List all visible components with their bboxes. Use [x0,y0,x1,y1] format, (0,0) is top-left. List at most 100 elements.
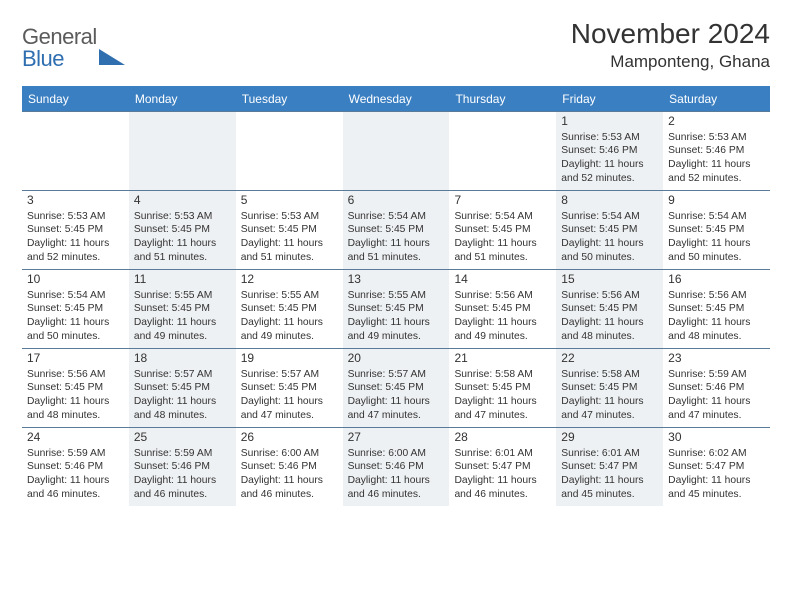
dow-header-tuesday: Tuesday [236,88,343,111]
daylight-line: Daylight: 11 hours and 46 minutes. [241,474,338,501]
sunrise-line: Sunrise: 5:53 AM [561,131,658,145]
daylight-line: Daylight: 11 hours and 48 minutes. [27,395,124,422]
day-number: 23 [668,351,765,367]
day-cell: 21Sunrise: 5:58 AMSunset: 5:45 PMDayligh… [449,349,556,427]
daylight-line: Daylight: 11 hours and 47 minutes. [241,395,338,422]
day-cell: 13Sunrise: 5:55 AMSunset: 5:45 PMDayligh… [343,270,450,348]
day-cell [236,112,343,190]
day-cell: 23Sunrise: 5:59 AMSunset: 5:46 PMDayligh… [663,349,770,427]
day-cell: 30Sunrise: 6:02 AMSunset: 5:47 PMDayligh… [663,428,770,506]
sunrise-line: Sunrise: 5:57 AM [348,368,445,382]
day-number: 9 [668,193,765,209]
logo-text: General Blue [22,26,125,70]
day-number: 2 [668,114,765,130]
sunset-line: Sunset: 5:45 PM [348,302,445,316]
day-number: 29 [561,430,658,446]
dow-header-monday: Monday [129,88,236,111]
daylight-line: Daylight: 11 hours and 49 minutes. [134,316,231,343]
daylight-line: Daylight: 11 hours and 48 minutes. [668,316,765,343]
sunset-line: Sunset: 5:45 PM [454,302,551,316]
sunrise-line: Sunrise: 5:56 AM [454,289,551,303]
sunrise-line: Sunrise: 5:53 AM [134,210,231,224]
daylight-line: Daylight: 11 hours and 52 minutes. [27,237,124,264]
dow-header-saturday: Saturday [663,88,770,111]
week-row: 3Sunrise: 5:53 AMSunset: 5:45 PMDaylight… [22,190,770,269]
daylight-line: Daylight: 11 hours and 47 minutes. [668,395,765,422]
daylight-line: Daylight: 11 hours and 52 minutes. [668,158,765,185]
day-number: 22 [561,351,658,367]
logo-word-2: Blue [22,46,64,71]
day-cell: 7Sunrise: 5:54 AMSunset: 5:45 PMDaylight… [449,191,556,269]
sunset-line: Sunset: 5:45 PM [241,302,338,316]
sunrise-line: Sunrise: 5:54 AM [454,210,551,224]
day-cell [129,112,236,190]
sunrise-line: Sunrise: 5:58 AM [561,368,658,382]
sunrise-line: Sunrise: 5:57 AM [134,368,231,382]
day-cell: 8Sunrise: 5:54 AMSunset: 5:45 PMDaylight… [556,191,663,269]
day-number: 6 [348,193,445,209]
day-number: 20 [348,351,445,367]
day-cell: 11Sunrise: 5:55 AMSunset: 5:45 PMDayligh… [129,270,236,348]
header: General Blue November 2024 Mamponteng, G… [22,18,770,72]
sunset-line: Sunset: 5:45 PM [668,223,765,237]
month-title: November 2024 [571,18,770,50]
week-row: 17Sunrise: 5:56 AMSunset: 5:45 PMDayligh… [22,348,770,427]
day-cell: 15Sunrise: 5:56 AMSunset: 5:45 PMDayligh… [556,270,663,348]
sunrise-line: Sunrise: 5:54 AM [27,289,124,303]
day-cell [22,112,129,190]
day-number: 16 [668,272,765,288]
title-block: November 2024 Mamponteng, Ghana [571,18,770,72]
sunrise-line: Sunrise: 5:54 AM [561,210,658,224]
day-number: 26 [241,430,338,446]
sunset-line: Sunset: 5:45 PM [134,223,231,237]
day-number: 18 [134,351,231,367]
sunset-line: Sunset: 5:46 PM [27,460,124,474]
week-row: 10Sunrise: 5:54 AMSunset: 5:45 PMDayligh… [22,269,770,348]
sunrise-line: Sunrise: 6:02 AM [668,447,765,461]
day-cell: 16Sunrise: 5:56 AMSunset: 5:45 PMDayligh… [663,270,770,348]
daylight-line: Daylight: 11 hours and 47 minutes. [348,395,445,422]
day-cell: 10Sunrise: 5:54 AMSunset: 5:45 PMDayligh… [22,270,129,348]
sunset-line: Sunset: 5:45 PM [241,381,338,395]
day-cell: 18Sunrise: 5:57 AMSunset: 5:45 PMDayligh… [129,349,236,427]
day-number: 24 [27,430,124,446]
daylight-line: Daylight: 11 hours and 49 minutes. [348,316,445,343]
day-number: 11 [134,272,231,288]
dow-header-row: SundayMondayTuesdayWednesdayThursdayFrid… [22,88,770,111]
sunset-line: Sunset: 5:46 PM [134,460,231,474]
daylight-line: Daylight: 11 hours and 46 minutes. [454,474,551,501]
day-number: 19 [241,351,338,367]
daylight-line: Daylight: 11 hours and 46 minutes. [348,474,445,501]
sunset-line: Sunset: 5:45 PM [668,302,765,316]
day-cell: 22Sunrise: 5:58 AMSunset: 5:45 PMDayligh… [556,349,663,427]
sunrise-line: Sunrise: 5:53 AM [668,131,765,145]
daylight-line: Daylight: 11 hours and 51 minutes. [241,237,338,264]
sunset-line: Sunset: 5:45 PM [134,381,231,395]
day-number: 13 [348,272,445,288]
sunrise-line: Sunrise: 5:57 AM [241,368,338,382]
day-cell: 19Sunrise: 5:57 AMSunset: 5:45 PMDayligh… [236,349,343,427]
day-cell: 3Sunrise: 5:53 AMSunset: 5:45 PMDaylight… [22,191,129,269]
day-cell [343,112,450,190]
sunrise-line: Sunrise: 5:55 AM [348,289,445,303]
dow-header-thursday: Thursday [449,88,556,111]
day-cell: 27Sunrise: 6:00 AMSunset: 5:46 PMDayligh… [343,428,450,506]
day-number: 12 [241,272,338,288]
day-cell: 26Sunrise: 6:00 AMSunset: 5:46 PMDayligh… [236,428,343,506]
daylight-line: Daylight: 11 hours and 50 minutes. [27,316,124,343]
dow-header-sunday: Sunday [22,88,129,111]
day-number: 14 [454,272,551,288]
calendar-grid: SundayMondayTuesdayWednesdayThursdayFrid… [22,86,770,506]
sunset-line: Sunset: 5:45 PM [348,223,445,237]
sunrise-line: Sunrise: 5:54 AM [668,210,765,224]
sunset-line: Sunset: 5:46 PM [668,381,765,395]
day-cell: 20Sunrise: 5:57 AMSunset: 5:45 PMDayligh… [343,349,450,427]
day-number: 3 [27,193,124,209]
sunset-line: Sunset: 5:47 PM [454,460,551,474]
dow-header-wednesday: Wednesday [343,88,450,111]
daylight-line: Daylight: 11 hours and 47 minutes. [561,395,658,422]
sunset-line: Sunset: 5:45 PM [561,381,658,395]
sunrise-line: Sunrise: 5:59 AM [134,447,231,461]
sunrise-line: Sunrise: 5:54 AM [348,210,445,224]
sunset-line: Sunset: 5:46 PM [561,144,658,158]
